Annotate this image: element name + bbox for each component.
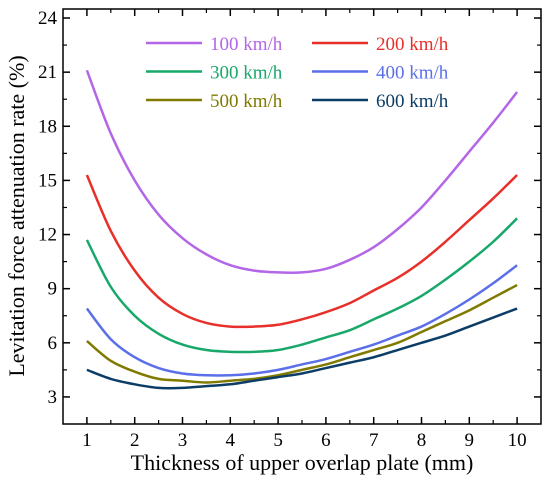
y-tick-label: 6 bbox=[48, 333, 58, 354]
series-line bbox=[85, 69, 519, 275]
series-lines bbox=[85, 69, 519, 390]
x-tick-label: 9 bbox=[465, 430, 475, 451]
legend-label: 500 km/h bbox=[210, 91, 283, 112]
x-tick-label: 1 bbox=[82, 430, 92, 451]
legend-label: 400 km/h bbox=[376, 63, 449, 84]
y-tick-label: 12 bbox=[38, 225, 57, 246]
y-tick-label: 9 bbox=[48, 279, 58, 300]
y-tick-label: 24 bbox=[38, 8, 58, 29]
series-line bbox=[85, 264, 518, 377]
y-axis: 3 6 9 12 15 18 21 24 bbox=[38, 8, 541, 408]
x-tick-label: 10 bbox=[508, 430, 527, 451]
x-tick-label: 8 bbox=[417, 430, 427, 451]
x-tick-label: 6 bbox=[321, 430, 331, 451]
x-tick-label: 2 bbox=[130, 430, 140, 451]
y-tick-label: 21 bbox=[38, 62, 57, 83]
x-tick-label: 3 bbox=[178, 430, 188, 451]
x-tick-label: 4 bbox=[226, 430, 236, 451]
y-tick-label: 3 bbox=[48, 387, 58, 408]
y-tick-label: 18 bbox=[38, 116, 57, 137]
legend-label: 200 km/h bbox=[376, 34, 449, 55]
legend-label: 300 km/h bbox=[210, 63, 283, 84]
x-tick-label: 5 bbox=[273, 430, 283, 451]
x-axis-title: Thickness of upper overlap plate (mm) bbox=[131, 450, 474, 475]
y-tick-label: 15 bbox=[38, 170, 57, 191]
plot-frame bbox=[62, 8, 542, 425]
legend: 100 km/h 200 km/h 300 km/h 400 km/h 500 km/h… bbox=[146, 34, 449, 112]
x-axis: 1 2 3 4 5 6 7 8 9 10 bbox=[82, 9, 527, 451]
series-line bbox=[85, 174, 518, 329]
legend-label: 600 km/h bbox=[376, 91, 449, 112]
y-axis-title: Levitation force attenuation rate (%) bbox=[4, 55, 29, 376]
legend-label: 100 km/h bbox=[210, 34, 283, 55]
x-tick-label: 7 bbox=[369, 430, 379, 451]
series-line bbox=[85, 217, 518, 354]
series-line bbox=[86, 283, 518, 384]
series-line bbox=[86, 307, 518, 390]
